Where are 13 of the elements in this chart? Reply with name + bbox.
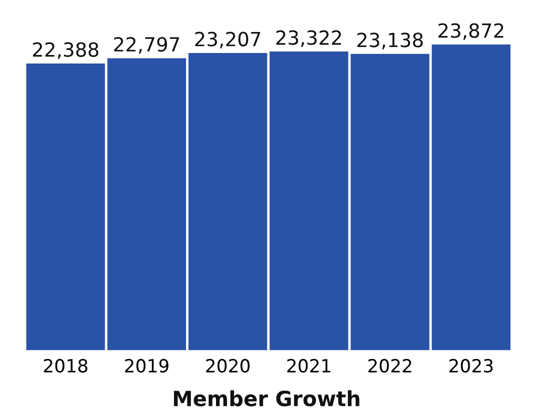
x-tick-label: 2020 xyxy=(206,358,250,373)
x-tick-label: 2023 xyxy=(449,358,493,373)
x-tick-label: 2021 xyxy=(287,358,330,373)
x-tick-label: 2018 xyxy=(44,358,88,373)
data-label: 23,872 xyxy=(438,23,504,40)
text: Member Growth xyxy=(174,390,360,406)
data-label: 23,322 xyxy=(276,30,341,47)
x-tick-label: 2019 xyxy=(125,358,168,373)
data-label: 22,797 xyxy=(114,37,180,54)
data-label: 22,388 xyxy=(33,42,98,59)
data-label: 23,138 xyxy=(357,32,423,50)
x-tick-label: 2022 xyxy=(368,358,412,373)
data-label: 23,207 xyxy=(195,32,260,48)
